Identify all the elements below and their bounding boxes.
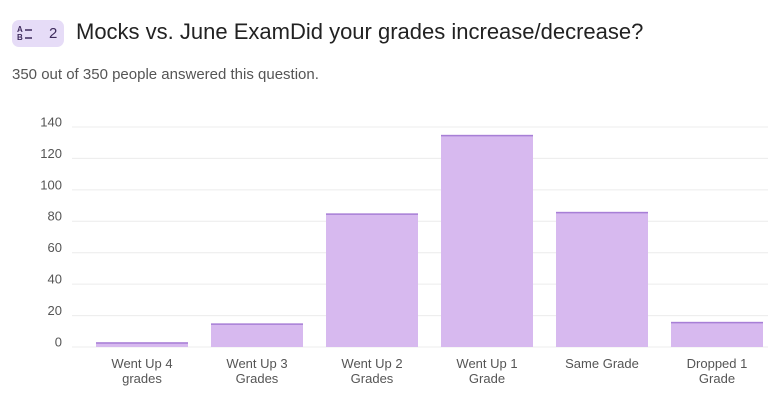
y-tick-label: 60 [48,240,62,255]
y-tick-label: 80 [48,209,62,224]
bar [96,342,188,347]
x-tick-label: Went Up 4 grades [111,356,173,386]
svg-text:B: B [17,33,23,42]
chart-subtitle: 350 out of 350 people answered this ques… [12,66,319,83]
bar [671,321,763,347]
bar [211,323,303,347]
x-tick-label: Went Up 3 Grades [226,356,288,386]
y-tick-label: 40 [48,272,62,287]
y-tick-label: 0 [55,334,62,349]
x-tick-label: Same Grade [565,356,639,371]
y-tick-label: 140 [40,114,62,129]
bar [326,213,418,347]
svg-text:A: A [17,26,23,34]
question-number: 2 [49,25,58,42]
y-tick-label: 100 [40,177,62,192]
y-tick-label: 120 [40,146,62,161]
x-tick-label: Dropped 1 Grade [686,356,748,386]
x-tick-label: Went Up 2 Grades [341,356,403,386]
bar [441,134,533,347]
bar [556,211,648,347]
question-type-icon: A B [17,26,32,42]
question-badge: A B 2 [12,20,64,47]
chart-title: Mocks vs. June ExamDid your grades incre… [76,19,644,44]
x-tick-label: Went Up 1 Grade [456,356,518,386]
y-tick-label: 20 [48,303,62,318]
